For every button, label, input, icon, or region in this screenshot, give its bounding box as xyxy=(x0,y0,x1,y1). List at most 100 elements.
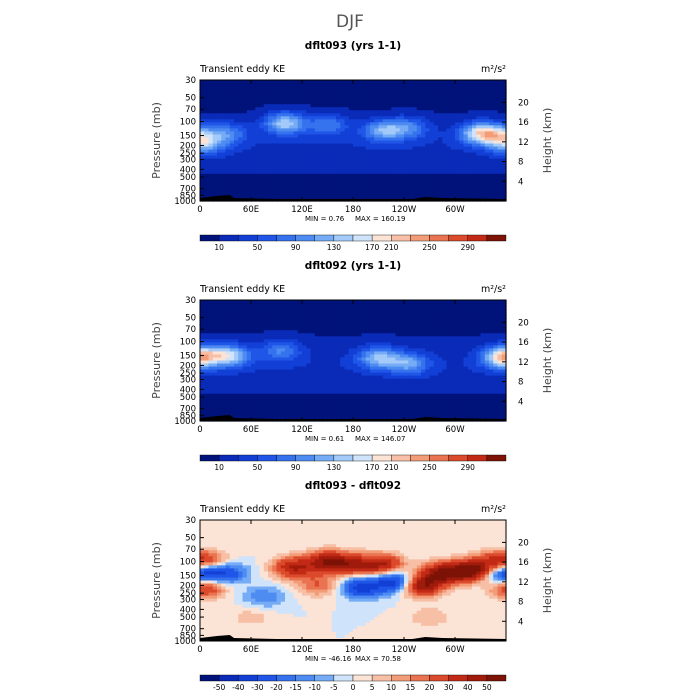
field-cell xyxy=(353,182,358,187)
field-cell xyxy=(212,182,218,187)
field-cell xyxy=(480,104,486,108)
field-cell xyxy=(480,134,486,139)
field-cell xyxy=(302,191,307,196)
field-cell xyxy=(327,360,333,365)
field-cell xyxy=(353,321,358,325)
field-cell xyxy=(268,372,273,377)
field-cell xyxy=(374,354,380,359)
field-cell xyxy=(280,107,286,111)
field-cell xyxy=(493,170,499,175)
field-cell xyxy=(242,173,248,178)
field-cell xyxy=(365,179,371,184)
field-cell xyxy=(344,140,350,145)
field-cell xyxy=(370,89,375,93)
field-cell xyxy=(204,173,210,178)
field-cell xyxy=(246,185,252,190)
field-cell xyxy=(217,182,222,187)
field-cell xyxy=(204,381,210,386)
field-cell xyxy=(472,137,477,142)
field-cell xyxy=(340,188,346,193)
field-cell xyxy=(459,188,465,193)
field-cell xyxy=(280,89,286,93)
field-cell xyxy=(387,143,392,148)
field-cell xyxy=(476,125,482,129)
field-cell xyxy=(497,92,503,96)
field-cell xyxy=(348,327,354,331)
field-cell xyxy=(374,312,380,316)
field-cell xyxy=(336,372,341,377)
field-cell xyxy=(259,381,265,386)
field-cell xyxy=(340,161,346,166)
field-cell xyxy=(357,131,363,136)
field-cell xyxy=(493,116,499,120)
field-cell xyxy=(255,188,261,193)
field-cell xyxy=(438,194,443,199)
field-cell xyxy=(429,104,435,108)
field-cell xyxy=(217,191,222,196)
field-cell xyxy=(374,80,380,84)
field-cell xyxy=(378,381,384,386)
field-cell xyxy=(404,89,409,93)
field-cell xyxy=(323,303,329,307)
field-cell xyxy=(378,318,384,322)
field-cell xyxy=(382,303,388,307)
field-cell xyxy=(463,170,469,175)
field-cell xyxy=(361,179,367,184)
field-cell xyxy=(459,152,465,157)
field-cell xyxy=(289,372,295,377)
field-cell xyxy=(497,342,503,346)
field-cell xyxy=(416,348,422,353)
field-cell xyxy=(493,312,499,316)
field-cell xyxy=(221,176,227,181)
field-cell xyxy=(370,336,375,340)
field-cell xyxy=(404,375,409,380)
field-cell xyxy=(399,375,405,380)
field-cell xyxy=(280,86,286,90)
field-cell xyxy=(323,324,329,328)
field-cell xyxy=(446,354,452,359)
field-cell xyxy=(365,333,371,337)
field-cell xyxy=(280,131,286,136)
field-cell xyxy=(476,366,482,371)
field-cell xyxy=(344,119,350,123)
field-cell xyxy=(484,339,490,343)
field-cell xyxy=(306,137,312,142)
field-cell xyxy=(433,98,439,102)
field-cell xyxy=(480,155,486,160)
field-cell xyxy=(399,116,405,120)
field-cell xyxy=(336,318,341,322)
field-cell xyxy=(251,381,256,386)
field-cell xyxy=(285,164,290,169)
field-cell xyxy=(297,143,303,148)
field-cell xyxy=(251,104,256,108)
field-cell xyxy=(365,306,371,310)
field-cell xyxy=(221,342,227,346)
field-cell xyxy=(242,360,248,365)
field-cell xyxy=(323,342,329,346)
field-cell xyxy=(280,381,286,386)
field-cell xyxy=(408,107,414,111)
field-cell xyxy=(416,342,422,346)
field-cell xyxy=(450,146,456,151)
field-cell xyxy=(484,303,490,307)
field-cell xyxy=(408,357,414,362)
field-cell xyxy=(285,363,290,368)
field-cell xyxy=(327,125,333,129)
field-cell xyxy=(302,134,307,139)
field-cell xyxy=(391,360,397,365)
field-cell xyxy=(340,80,346,84)
field-cell xyxy=(382,83,388,87)
field-cell xyxy=(251,372,256,377)
field-cell xyxy=(285,119,290,123)
field-cell xyxy=(229,327,235,331)
field-cell xyxy=(480,342,486,346)
field-cell xyxy=(251,336,256,340)
field-cell xyxy=(421,131,426,136)
field-cell xyxy=(395,125,401,129)
field-cell xyxy=(429,95,435,99)
field-cell xyxy=(246,194,252,199)
field-cell xyxy=(404,369,409,374)
field-cell xyxy=(212,104,218,108)
field-cell xyxy=(255,357,261,362)
field-cell xyxy=(489,143,494,148)
